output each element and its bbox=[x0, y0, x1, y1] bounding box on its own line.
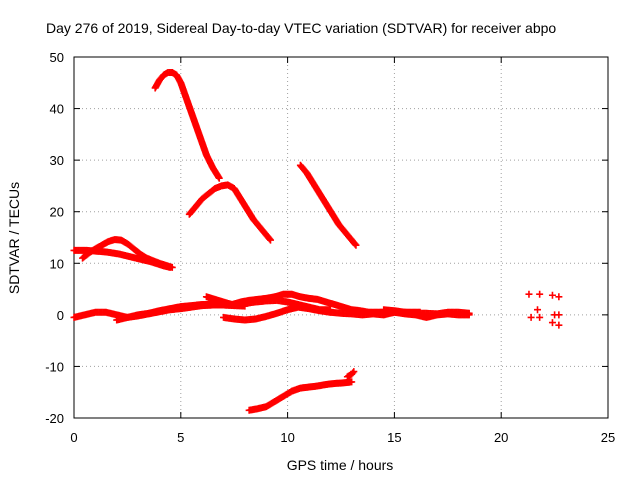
x-tick-label-5: 25 bbox=[601, 430, 615, 445]
point-arc11-2 bbox=[350, 368, 358, 376]
point-sparse-10 bbox=[555, 321, 563, 329]
chart-title: Day 276 of 2019, Sidereal Day-to-day VTE… bbox=[46, 20, 556, 36]
series-sparse bbox=[525, 290, 563, 329]
series-arc1 bbox=[151, 68, 223, 182]
point-arc2-13 bbox=[267, 236, 275, 244]
x-tick-label-2: 10 bbox=[280, 430, 294, 445]
x-tick-label-3: 15 bbox=[387, 430, 401, 445]
point-arc5-14 bbox=[168, 263, 176, 271]
point-arc1-12 bbox=[215, 174, 223, 182]
y-tick-label-3: 10 bbox=[50, 256, 64, 271]
point-sparse-5 bbox=[536, 313, 544, 321]
y-tick-label-4: 20 bbox=[50, 205, 64, 220]
y-tick-label-5: 30 bbox=[50, 153, 64, 168]
x-tick-label-0: 0 bbox=[70, 430, 77, 445]
ticks: 0 5 10 15 20 25 -20 -10 0 10 20 30 40 50 bbox=[45, 50, 615, 445]
point-sparse-1 bbox=[536, 290, 544, 298]
plot-area bbox=[70, 68, 563, 414]
y-tick-label-7: 50 bbox=[50, 50, 64, 65]
series-arc2 bbox=[185, 181, 275, 244]
point-sparse-9 bbox=[548, 319, 556, 327]
y-tick-label-0: -20 bbox=[45, 411, 64, 426]
point-arc2-12-4 bbox=[266, 235, 274, 243]
series-arc5 bbox=[79, 236, 176, 271]
point-sparse-3 bbox=[555, 293, 563, 301]
y-tick-label-2: 0 bbox=[57, 308, 64, 323]
point-arc3-9 bbox=[352, 241, 360, 249]
point-arc10-12 bbox=[348, 378, 356, 386]
x-tick-label-1: 5 bbox=[177, 430, 184, 445]
grid bbox=[74, 57, 608, 418]
y-tick-label-6: 40 bbox=[50, 102, 64, 117]
x-tick-label-4: 20 bbox=[494, 430, 508, 445]
point-sparse-0 bbox=[525, 290, 533, 298]
point-sparse-4 bbox=[527, 313, 535, 321]
point-arc13-8 bbox=[465, 309, 473, 317]
point-sparse-2 bbox=[548, 291, 556, 299]
point-arc3-8-4 bbox=[351, 240, 359, 248]
y-tick-label-1: -10 bbox=[45, 359, 64, 374]
point-sparse-8 bbox=[534, 306, 542, 314]
plot-border bbox=[73, 56, 609, 419]
series-arc10 bbox=[245, 378, 356, 414]
x-axis-label: GPS time / hours bbox=[287, 457, 394, 473]
point-arc11-1-1 bbox=[349, 369, 357, 377]
series-arc13 bbox=[380, 306, 473, 318]
axes bbox=[73, 56, 609, 419]
y-axis-label: SDTVAR / TECUs bbox=[6, 182, 22, 294]
series-arc11 bbox=[343, 368, 358, 381]
point-sparse-7 bbox=[555, 311, 563, 319]
series-arc3 bbox=[296, 161, 360, 249]
